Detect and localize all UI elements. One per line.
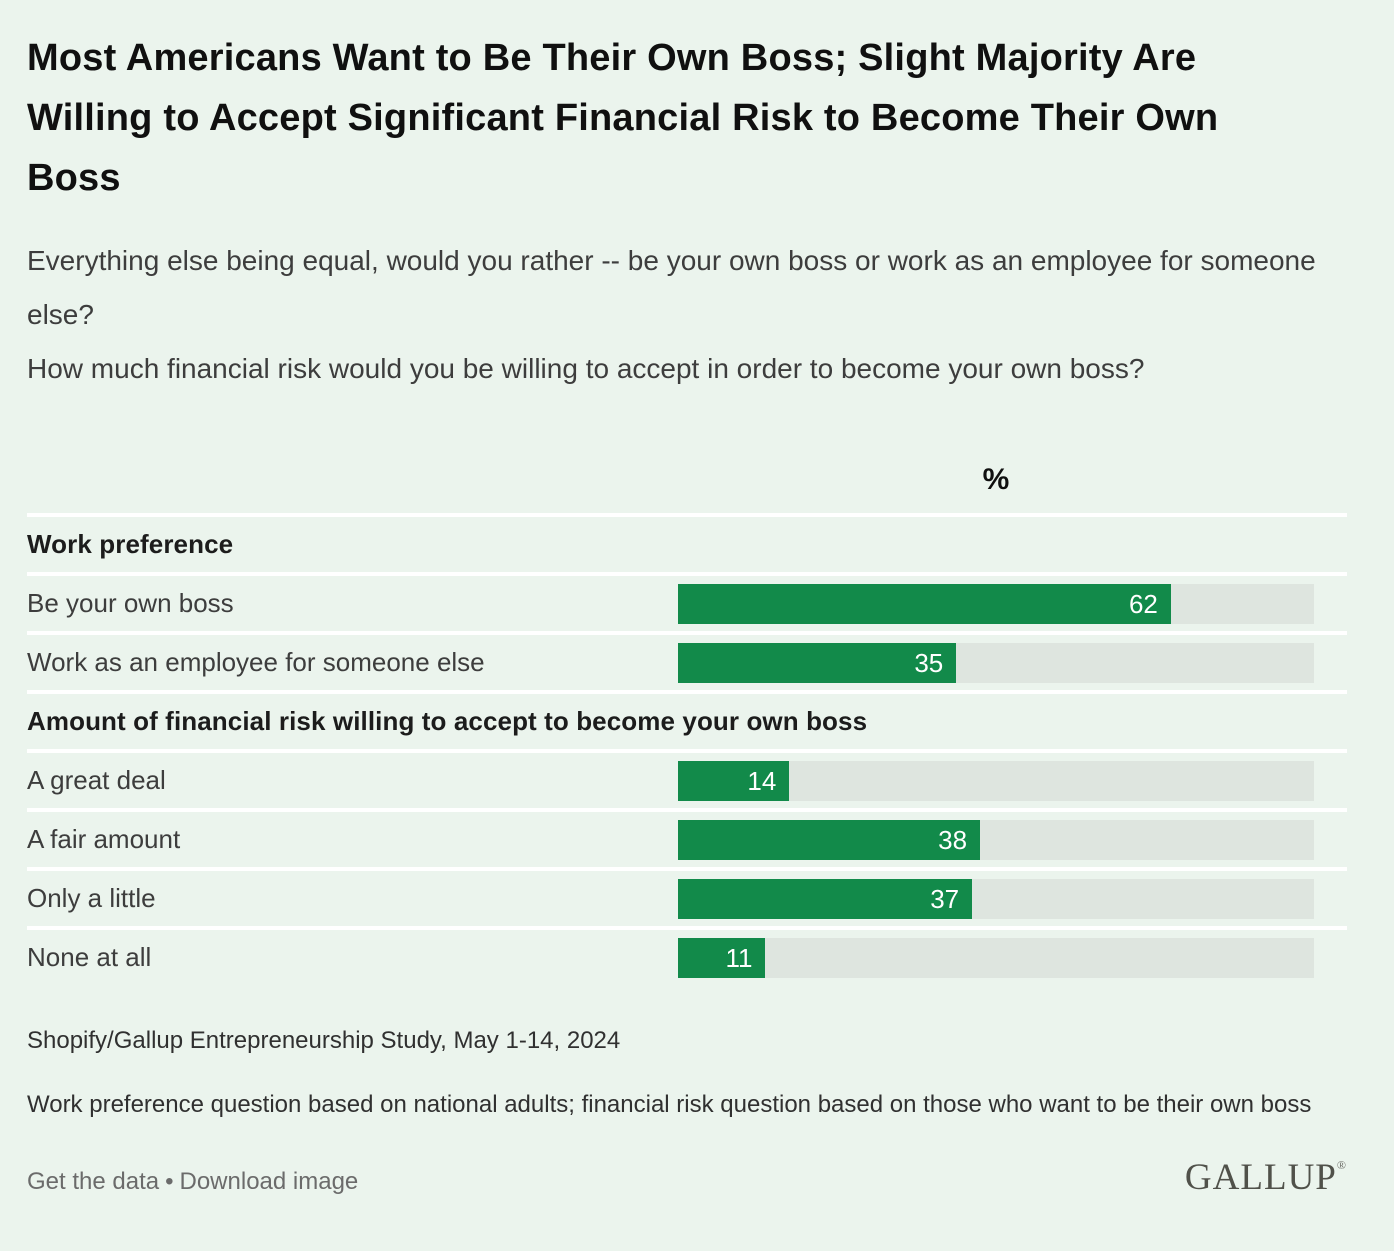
- bar-fill: 35: [678, 642, 957, 683]
- bar-value-label: 14: [747, 765, 777, 796]
- bar-value-label: 11: [725, 942, 753, 973]
- bar-chart: % Work preference Be your own boss 62 Wo…: [27, 446, 1347, 985]
- bar-row-none-at-all: None at all 11: [27, 930, 1347, 985]
- download-image-link[interactable]: Download image: [179, 1168, 359, 1195]
- bar-fill: 11: [678, 937, 766, 978]
- bar-row-label: Only a little: [27, 883, 156, 913]
- survey-questions: Everything else being equal, would you r…: [27, 234, 1367, 396]
- bar-track: 37: [678, 878, 1314, 919]
- footer-bar: Get the data • Download image GALLUP®: [27, 1159, 1347, 1196]
- bar-track: 38: [678, 819, 1314, 860]
- bar-track: 62: [678, 583, 1314, 624]
- bar-fill: 37: [678, 878, 973, 919]
- question-work-preference: Everything else being equal, would you r…: [27, 245, 1316, 330]
- percent-axis-header: %: [982, 462, 1010, 496]
- chart-header-row: %: [27, 446, 1347, 517]
- bar-row-label: Be your own boss: [27, 588, 234, 618]
- bar-value-label: 38: [938, 824, 968, 855]
- bar-track: 14: [678, 760, 1314, 801]
- bar-row-be-your-own-boss: Be your own boss 62: [27, 576, 1347, 635]
- registered-trademark-mark: ®: [1336, 1158, 1347, 1172]
- gallup-logo-text: GALLUP: [1184, 1157, 1337, 1198]
- bar-row-work-as-employee: Work as an employee for someone else 35: [27, 635, 1347, 694]
- chart-card: Most Americans Want to Be Their Own Boss…: [0, 28, 1394, 1196]
- source-line: Shopify/Gallup Entrepreneurship Study, M…: [27, 1027, 621, 1054]
- page-title: Most Americans Want to Be Their Own Boss…: [27, 37, 1219, 199]
- footer-links: Get the data • Download image: [27, 1168, 358, 1196]
- get-the-data-link[interactable]: Get the data: [27, 1168, 160, 1195]
- bar-row-a-great-deal: A great deal 14: [27, 753, 1347, 812]
- bar-fill: 14: [678, 760, 790, 801]
- section-heading-financial-risk: Amount of financial risk willing to acce…: [27, 694, 1347, 753]
- bar-row-label: Work as an employee for someone else: [27, 647, 485, 677]
- bar-row-label: A fair amount: [27, 824, 181, 854]
- bar-track: 11: [678, 937, 1314, 978]
- gallup-logo: GALLUP®: [1185, 1159, 1347, 1196]
- section-heading-label: Work preference: [27, 529, 234, 559]
- bar-row-label: A great deal: [27, 765, 166, 795]
- bar-row-a-fair-amount: A fair amount 38: [27, 812, 1347, 871]
- bar-value-label: 35: [914, 647, 944, 678]
- question-financial-risk: How much financial risk would you be wil…: [27, 353, 1145, 384]
- link-separator-dot: •: [165, 1168, 174, 1195]
- section-heading-label: Amount of financial risk willing to acce…: [27, 706, 868, 736]
- bar-row-label: None at all: [27, 942, 152, 972]
- bar-row-only-a-little: Only a little 37: [27, 871, 1347, 930]
- bar-value-label: 62: [1128, 588, 1158, 619]
- bar-fill: 38: [678, 819, 981, 860]
- bar-track: 35: [678, 642, 1314, 683]
- methodology-note: Work preference question based on nation…: [27, 1091, 1312, 1118]
- bar-fill: 62: [678, 583, 1171, 624]
- section-heading-work-preference: Work preference: [27, 517, 1347, 576]
- bar-value-label: 37: [930, 883, 960, 914]
